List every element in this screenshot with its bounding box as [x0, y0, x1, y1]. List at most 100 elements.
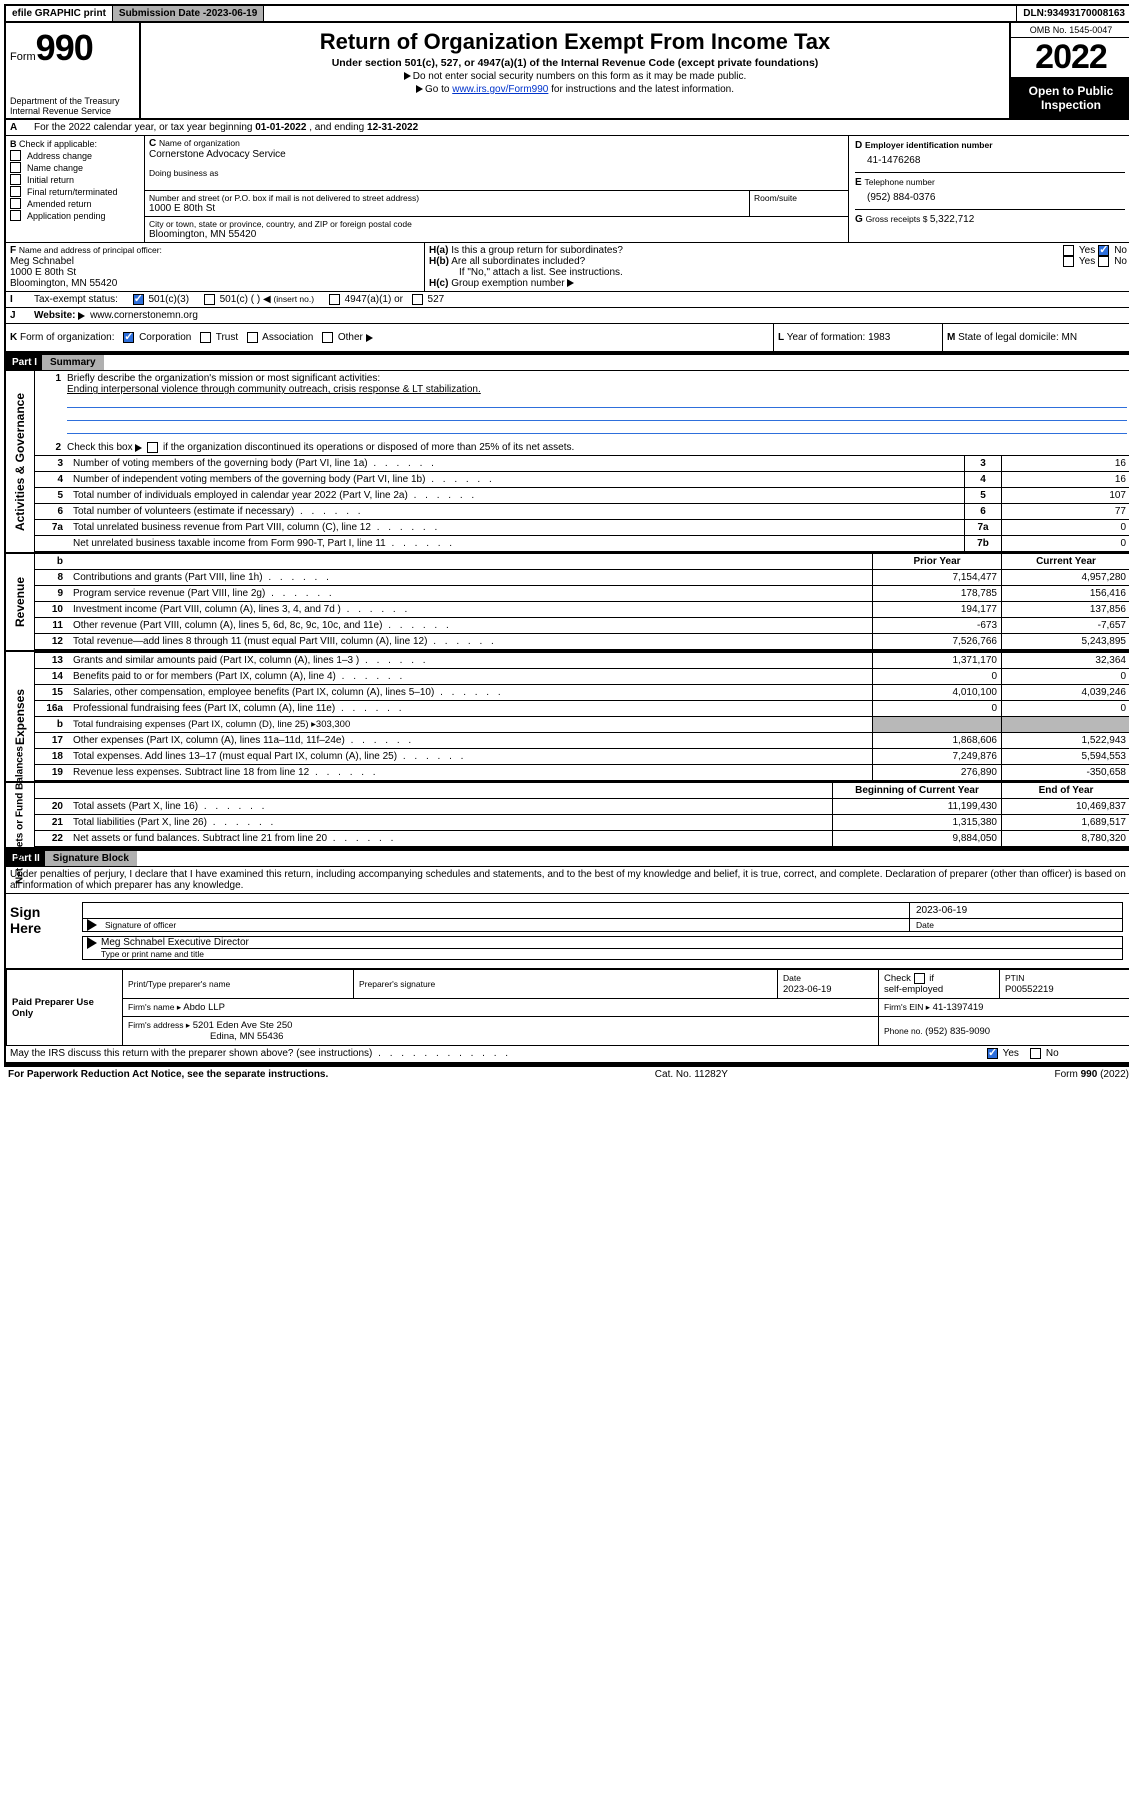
- side-net-assets-label: Net Assets or Fund Balances: [15, 746, 26, 884]
- row-prior: 4,010,100: [873, 685, 1002, 701]
- ein-value: 41-1476268: [855, 151, 1125, 166]
- sig-name-label: Type or print name and title: [101, 948, 1122, 959]
- ptin-value: P00552219: [1005, 984, 1054, 995]
- ha-yes-label: Yes: [1079, 245, 1095, 256]
- firm-addr1: 5201 Eden Ave Ste 250: [193, 1020, 293, 1031]
- box-b-label: Check if applicable:: [19, 139, 97, 149]
- self-employed-cell: Check ifself-employed: [879, 970, 1000, 999]
- row-curr: -7,657: [1002, 618, 1129, 634]
- checkbox-final-return[interactable]: [10, 186, 21, 197]
- checkbox-amended-return[interactable]: [10, 198, 21, 209]
- 501c-checkbox[interactable]: [204, 294, 215, 305]
- hb-no-checkbox[interactable]: [1098, 256, 1109, 267]
- row-prior-grey: [873, 717, 1002, 733]
- hb-no-label: No: [1114, 256, 1127, 267]
- row-desc: Revenue less expenses. Subtract line 18 …: [69, 765, 873, 781]
- row-prior: 11,199,430: [833, 799, 1002, 815]
- row-desc: Total liabilities (Part X, line 26): [69, 815, 833, 831]
- prep-name-label: Print/Type preparer's name: [128, 979, 230, 989]
- q2-text: Check this box if the organization disco…: [67, 442, 574, 453]
- 501c-label: 501(c) ( ): [220, 294, 261, 305]
- row-val: 16: [1002, 472, 1129, 488]
- row-desc: Salaries, other compensation, employee b…: [69, 685, 873, 701]
- prep-sig-label: Preparer's signature: [359, 979, 435, 989]
- principal-officer-addr1: 1000 E 80th St: [10, 267, 420, 278]
- row-desc: Benefits paid to or for members (Part IX…: [69, 669, 873, 685]
- row-curr: 5,594,553: [1002, 749, 1129, 765]
- label-d: D: [855, 140, 862, 151]
- 527-label: 527: [428, 294, 445, 305]
- row-num: 17: [35, 733, 69, 749]
- efile-print-button[interactable]: efile GRAPHIC print: [6, 6, 113, 21]
- omb-number: OMB No. 1545-0047: [1011, 23, 1129, 38]
- line-a-prefix: For the 2022 calendar year, or tax year …: [34, 122, 255, 133]
- phone-label: Telephone number: [864, 177, 934, 187]
- row-num: 4: [35, 472, 69, 488]
- checkbox-app-pending[interactable]: [10, 210, 21, 221]
- 4947-checkbox[interactable]: [329, 294, 340, 305]
- net-assets-table: Beginning of Current YearEnd of Year 20T…: [35, 783, 1129, 847]
- 527-checkbox[interactable]: [412, 294, 423, 305]
- row-num: 9: [35, 586, 69, 602]
- self-employed-checkbox[interactable]: [914, 973, 925, 984]
- irs-link[interactable]: www.irs.gov/Form990: [452, 84, 548, 95]
- th-end: End of Year: [1002, 783, 1129, 799]
- checkbox-address-change[interactable]: [10, 150, 21, 161]
- state-domicile-label: State of legal domicile:: [958, 332, 1061, 343]
- side-revenue-label: Revenue: [13, 577, 27, 627]
- sign-here-label: Sign Here: [6, 894, 74, 968]
- dept-treasury: Department of the Treasury: [10, 96, 135, 106]
- 501c3-checkbox[interactable]: [133, 294, 144, 305]
- row-num: 18: [35, 749, 69, 765]
- checkbox-initial-return[interactable]: [10, 174, 21, 185]
- org-city: Bloomington, MN 55420: [149, 229, 844, 240]
- row-desc: Investment income (Part VIII, column (A)…: [69, 602, 873, 618]
- tax-year: 2022: [1011, 38, 1129, 78]
- part-i-title: Summary: [42, 355, 104, 370]
- header-left: Form990 Department of the Treasury Inter…: [6, 23, 141, 118]
- discuss-yes-checkbox[interactable]: [987, 1048, 998, 1059]
- assoc-checkbox[interactable]: [247, 332, 258, 343]
- dln-label: DLN:: [1023, 8, 1047, 19]
- org-name-label: Name of organization: [159, 138, 240, 148]
- line-a-begin: 01-01-2022: [255, 122, 306, 133]
- row-desc: Net unrelated business taxable income fr…: [69, 536, 965, 552]
- form-org-label: Form of organization:: [20, 332, 115, 343]
- row-curr: 10,469,837: [1002, 799, 1129, 815]
- line-a-mid: , and ending: [309, 122, 367, 133]
- row-prior: -673: [873, 618, 1002, 634]
- hb-note: If "No," attach a list. See instructions…: [429, 267, 1127, 278]
- row-prior: 1,315,380: [833, 815, 1002, 831]
- ptin-label: PTIN: [1005, 973, 1024, 983]
- firm-phone-label: Phone no.: [884, 1026, 925, 1036]
- state-domicile-val: MN: [1062, 332, 1078, 343]
- discuss-no-checkbox[interactable]: [1030, 1048, 1041, 1059]
- hb-yes-checkbox[interactable]: [1063, 256, 1074, 267]
- ha-no-checkbox[interactable]: [1098, 245, 1109, 256]
- box-b-item-5: Application pending: [27, 211, 106, 221]
- trust-checkbox[interactable]: [200, 332, 211, 343]
- ha-no-label: No: [1114, 245, 1127, 256]
- row-num: 3: [35, 456, 69, 472]
- ein-label: Employer identification number: [865, 140, 993, 150]
- ha-yes-checkbox[interactable]: [1063, 245, 1074, 256]
- corp-checkbox[interactable]: [123, 332, 134, 343]
- row-prior: 1,371,170: [873, 653, 1002, 669]
- row-num: 8: [35, 570, 69, 586]
- year-formation-label: Year of formation:: [787, 332, 868, 343]
- arrow-icon: [87, 919, 97, 931]
- governance-table: 3Number of voting members of the governi…: [35, 455, 1129, 552]
- other-org-checkbox[interactable]: [322, 332, 333, 343]
- row-prior: 1,868,606: [873, 733, 1002, 749]
- checkbox-name-change[interactable]: [10, 162, 21, 173]
- side-expenses-label: Expenses: [13, 689, 27, 745]
- q2-checkbox[interactable]: [147, 442, 158, 453]
- box-b-item-4: Amended return: [27, 199, 92, 209]
- hb-label: Are all subordinates included?: [451, 256, 585, 267]
- row-prior: 9,884,050: [833, 831, 1002, 847]
- label-c: C: [149, 138, 156, 149]
- q1-label: Briefly describe the organization's miss…: [67, 373, 1127, 384]
- part-ii-header-row: Part IISignature Block: [6, 849, 1129, 867]
- principal-officer-addr2: Bloomington, MN 55420: [10, 278, 420, 289]
- tax-exempt-label: Tax-exempt status:: [34, 294, 118, 305]
